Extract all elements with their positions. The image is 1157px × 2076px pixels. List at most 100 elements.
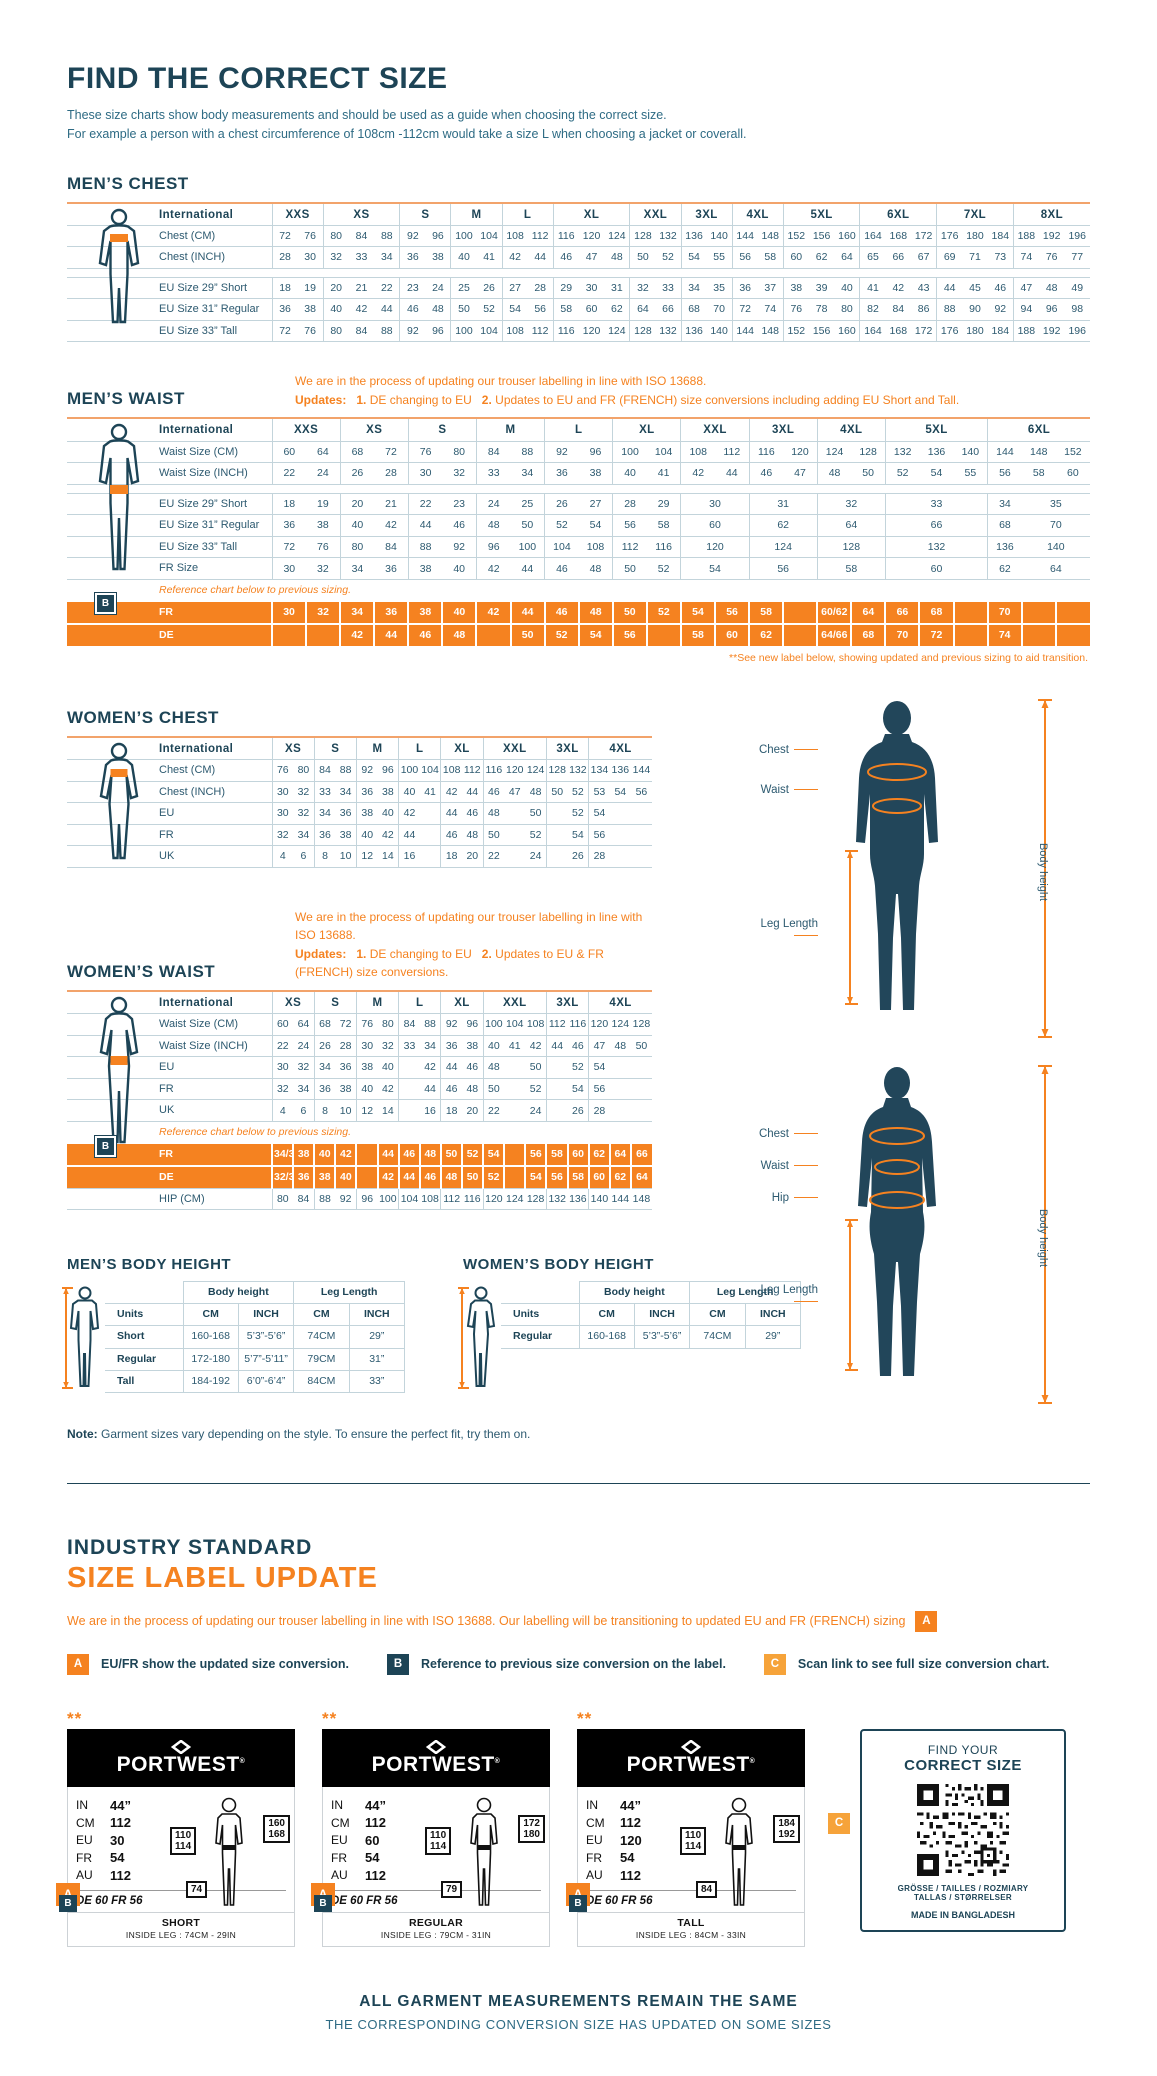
male-measurement-diagram: Chest Waist Leg Length Body height (740, 696, 1100, 1048)
mens-body-height-table: Body height Leg Length Units CM INCH CM INCH Sh… (105, 1281, 406, 1393)
measure-key: AU (76, 1868, 93, 1883)
legend-c-badge: C (763, 1653, 786, 1675)
female-silhouette (832, 1062, 962, 1402)
brand-text: PORTWEST (371, 1753, 495, 1777)
b-reference-badge: B (94, 592, 117, 616)
height-box-top: 160 (268, 1817, 285, 1829)
measure-row: FR 54 (586, 1849, 796, 1867)
fit-name: SHORT (161, 1917, 201, 1930)
measure-row: AU 112 (586, 1867, 796, 1885)
brand-text: PORTWEST (116, 1753, 240, 1777)
measure-value: 54 (620, 1850, 635, 1866)
leg-box-value: 84 (701, 1883, 713, 1895)
waist-size-box: 110 114 (680, 1826, 707, 1855)
female-waist-figure-icon (93, 996, 145, 1146)
measure-key: IN (76, 1798, 88, 1813)
w-update-1-num: 1. (356, 946, 367, 961)
industry-heading-1: INDUSTRY STANDARD (67, 1535, 313, 1559)
portwest-diamond-icon (680, 1740, 702, 1755)
mens-body-height-heading: MEN’S BODY HEIGHT (67, 1256, 232, 1274)
stars-marker: ** (577, 1708, 593, 1728)
qr-panel: C FIND YOUR CORRECT SIZE (828, 1709, 1066, 1932)
legend-b-badge: B (386, 1653, 409, 1675)
card-b-badge: B (569, 1895, 587, 1913)
footer: ALL GARMENT MEASUREMENTS REMAIN THE SAME… (67, 1993, 1090, 2032)
womens-waist-section: WOMEN’S WAIST We are in the process of u… (67, 908, 652, 1211)
mens-chest-heading: MEN’S CHEST (67, 173, 189, 193)
size-label-card: ** PORTWEST® A B IN 44” (566, 1708, 805, 1948)
waist-box-bottom: 114 (685, 1840, 702, 1852)
qr-code-icon[interactable] (870, 1783, 1056, 1876)
measure-row: EU 30 (76, 1832, 286, 1850)
bottom-note-text: Garment sizes vary depending on the styl… (101, 1426, 531, 1441)
languages-line-2: TALLAS / STØRRELSER (914, 1892, 1012, 1902)
female-hip-label: Hip (740, 1192, 818, 1204)
measure-row: CM 112 (76, 1814, 286, 1832)
label-person-icon (461, 1797, 507, 1909)
find-your-text: FIND YOUR (927, 1742, 999, 1757)
label-footer: TALL INSIDE LEG : 84CM - 33IN (578, 1912, 804, 1946)
legend-c-text: Scan link to see full size conversion ch… (797, 1657, 1050, 1672)
measure-key: EU (586, 1833, 603, 1848)
footer-line-2: THE CORRESPONDING CONVERSION SIZE HAS UP… (325, 2017, 832, 2033)
measure-row: EU 60 (331, 1832, 541, 1850)
measure-row: IN 44” (331, 1797, 541, 1815)
height-box-top: 184 (778, 1817, 795, 1829)
fit-name: TALL (677, 1917, 705, 1930)
stars-marker: ** (322, 1708, 338, 1728)
female-chest-figure-icon (93, 742, 145, 862)
mens-waist-note-line1: We are in the process of updating our tr… (295, 374, 707, 389)
male-leg-length-label: Leg Length (740, 918, 818, 942)
womens-waist-heading: WOMEN’S WAIST (67, 962, 216, 982)
measure-value: 60 (365, 1832, 380, 1848)
womens-body-height-heading: WOMEN’S BODY HEIGHT (463, 1256, 654, 1274)
women-zone: WOMEN’S CHEST International XS S M L XL XXL 3XL… (62, 698, 1090, 1441)
female-waist-label: Waist (740, 1160, 818, 1172)
mens-waist-heading: MEN’S WAIST (67, 389, 185, 409)
section-divider (67, 1482, 1090, 1484)
correct-size-text: CORRECT SIZE (904, 1756, 1022, 1774)
measure-row: FR 54 (76, 1849, 286, 1867)
label-body: A B IN 44” CM 112 EU 120 FR 54 AU 112 (566, 1786, 805, 1948)
leg-size-box: 79 (441, 1880, 463, 1898)
label-header: PORTWEST® (67, 1728, 295, 1787)
footer-line-1: ALL GARMENT MEASUREMENTS REMAIN THE SAME (359, 1993, 798, 2011)
industry-note-text: We are in the process of updating our tr… (67, 1614, 906, 1629)
waist-box-top: 110 (685, 1829, 702, 1841)
womens-chest-heading: WOMEN’S CHEST (67, 707, 219, 727)
measure-value: 112 (365, 1867, 386, 1883)
measure-row: EU 120 (586, 1832, 796, 1850)
body-height-row: MEN’S BODY HEIGHT (62, 1256, 802, 1393)
height-box-bottom: 168 (268, 1828, 285, 1840)
inside-leg-text: INSIDE LEG : 79CM - 31IN (380, 1930, 492, 1941)
update-2-text: Updates to EU and FR (FRENCH) size conve… (495, 392, 960, 407)
female-body-height-arrow (1038, 1062, 1052, 1414)
measure-row: IN 44” (76, 1797, 286, 1815)
female-leg-length-label: Leg Length (740, 1284, 818, 1308)
brand-name: PORTWEST® (627, 1754, 756, 1775)
womens-body-height-table: Body height Leg Length Units CM INCH CM INCH Re… (501, 1281, 802, 1349)
intro-line-1: These size charts show body measurements… (67, 108, 667, 122)
womens-waist-table: B International XS S M L XL XXL 3XL 4XL Waist Siz… (67, 990, 652, 1211)
industry-section: INDUSTRY STANDARD SIZE LABEL UPDATE We a… (56, 1535, 1090, 1948)
measure-value: 112 (620, 1867, 641, 1883)
height-box-top: 172 (523, 1817, 540, 1829)
height-size-box: 184 192 (773, 1814, 800, 1843)
measure-value: 54 (110, 1850, 125, 1866)
find-size-box: FIND YOUR CORRECT SIZE (860, 1728, 1066, 1932)
qr-c-badge: C (828, 1812, 850, 1834)
measure-key: IN (586, 1798, 598, 1813)
womens-waist-note-line1: We are in the process of updating our tr… (295, 909, 643, 943)
label-figure-diagram: 110 114 160 168 74 (170, 1795, 290, 1913)
portwest-diamond-icon (170, 1740, 192, 1755)
female-body-height-label: Body height (1036, 1208, 1049, 1267)
leg-size-box: 84 (696, 1880, 718, 1898)
measure-key: IN (331, 1798, 343, 1813)
updates-label: Updates: (295, 392, 347, 407)
mens-body-height-section: MEN’S BODY HEIGHT (62, 1256, 406, 1393)
measure-value: 44” (110, 1797, 131, 1813)
measure-value: 112 (620, 1815, 641, 1831)
label-footer: SHORT INSIDE LEG : 74CM - 29IN (68, 1912, 294, 1946)
measure-row: IN 44” (586, 1797, 796, 1815)
